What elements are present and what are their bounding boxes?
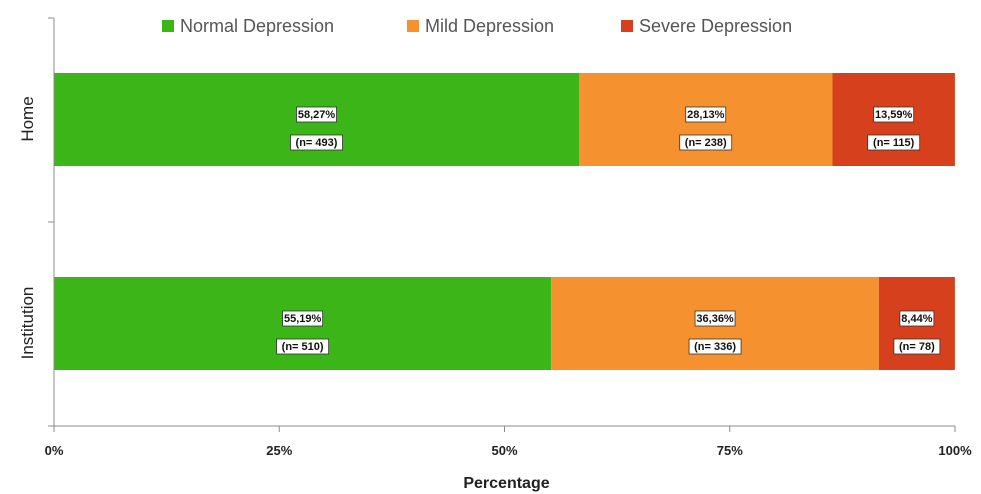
data-label-home-normal-depression: 58,27% xyxy=(298,109,336,121)
data-label-box-home-normal-depression xyxy=(296,106,337,123)
x-tick-label-1: 25% xyxy=(266,443,292,458)
data-label-box-institution-severe-depression xyxy=(899,310,935,327)
count-label-box-institution-mild-depression xyxy=(688,338,742,355)
count-label-home-mild-depression: (n= 238) xyxy=(685,137,727,149)
data-label-institution-severe-depression: 8,44% xyxy=(901,313,932,325)
count-label-box-institution-normal-depression xyxy=(276,338,330,355)
x-tick-label-2: 50% xyxy=(491,443,517,458)
legend-label-normal-depression: Normal Depression xyxy=(180,16,334,36)
data-label-box-home-mild-depression xyxy=(685,106,727,123)
data-label-institution-normal-depression: 55,19% xyxy=(284,313,322,325)
legend-swatch-mild-depression xyxy=(407,20,419,32)
count-label-institution-normal-depression: (n= 510) xyxy=(282,341,324,353)
category-label-institution: Institution xyxy=(18,287,37,360)
count-label-box-home-mild-depression xyxy=(679,134,733,151)
data-label-home-severe-depression: 13,59% xyxy=(875,109,913,121)
count-label-home-normal-depression: (n= 493) xyxy=(296,137,338,149)
x-tick-label-0: 0% xyxy=(45,443,64,458)
count-label-box-institution-severe-depression xyxy=(893,338,941,355)
legend-label-mild-depression: Mild Depression xyxy=(425,16,554,36)
data-label-box-institution-normal-depression xyxy=(282,310,324,327)
legend-swatch-normal-depression xyxy=(162,20,174,32)
count-label-institution-severe-depression: (n= 78) xyxy=(899,341,935,353)
count-label-box-home-severe-depression xyxy=(867,134,921,151)
count-label-institution-mild-depression: (n= 336) xyxy=(694,341,736,353)
category-label-home: Home xyxy=(18,96,37,141)
x-axis-title: Percentage xyxy=(463,475,549,492)
x-tick-label-3: 75% xyxy=(717,443,743,458)
legend-swatch-severe-depression xyxy=(621,20,633,32)
legend: Normal Depression Mild Depression Severe D… xyxy=(162,16,792,36)
data-label-box-home-severe-depression xyxy=(873,106,915,123)
bars-group: 58,27% (n= 493) 28,13% (n= 238) 13,59% (n= 11… xyxy=(54,73,955,370)
data-label-box-institution-mild-depression xyxy=(694,310,736,327)
count-label-box-home-normal-depression xyxy=(290,134,343,151)
legend-label-severe-depression: Severe Depression xyxy=(639,16,792,36)
x-tick-label-4: 100% xyxy=(938,443,972,458)
axes-group: 0% 25% 50% 75% 100% Home Institution xyxy=(18,17,972,458)
data-label-home-mild-depression: 28,13% xyxy=(687,109,725,121)
data-label-institution-mild-depression: 36,36% xyxy=(696,313,734,325)
count-label-home-severe-depression: (n= 115) xyxy=(873,137,915,149)
